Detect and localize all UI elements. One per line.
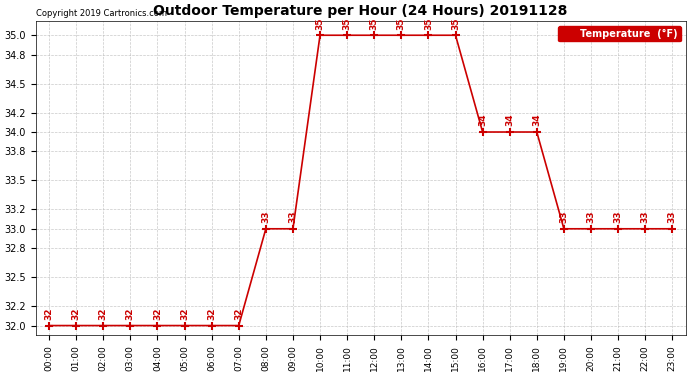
Text: 33: 33 — [288, 211, 297, 223]
Text: 32: 32 — [45, 308, 54, 320]
Text: 34: 34 — [478, 114, 487, 126]
Text: 32: 32 — [234, 308, 244, 320]
Text: 34: 34 — [505, 114, 514, 126]
Text: 32: 32 — [126, 308, 135, 320]
Text: 32: 32 — [207, 308, 216, 320]
Text: 32: 32 — [99, 308, 108, 320]
Text: 35: 35 — [343, 17, 352, 30]
Text: 33: 33 — [560, 211, 569, 223]
Text: 33: 33 — [586, 211, 595, 223]
Text: 32: 32 — [72, 308, 81, 320]
Text: 35: 35 — [370, 17, 379, 30]
Legend: Temperature  (°F): Temperature (°F) — [558, 26, 681, 42]
Text: 35: 35 — [451, 17, 460, 30]
Text: 32: 32 — [180, 308, 189, 320]
Title: Outdoor Temperature per Hour (24 Hours) 20191128: Outdoor Temperature per Hour (24 Hours) … — [153, 4, 568, 18]
Text: 35: 35 — [397, 17, 406, 30]
Text: 33: 33 — [613, 211, 622, 223]
Text: 32: 32 — [153, 308, 162, 320]
Text: 33: 33 — [641, 211, 650, 223]
Text: 35: 35 — [424, 17, 433, 30]
Text: 33: 33 — [262, 211, 270, 223]
Text: 35: 35 — [315, 17, 324, 30]
Text: 33: 33 — [668, 211, 677, 223]
Text: 34: 34 — [532, 114, 541, 126]
Text: Copyright 2019 Cartronics.com: Copyright 2019 Cartronics.com — [35, 9, 166, 18]
